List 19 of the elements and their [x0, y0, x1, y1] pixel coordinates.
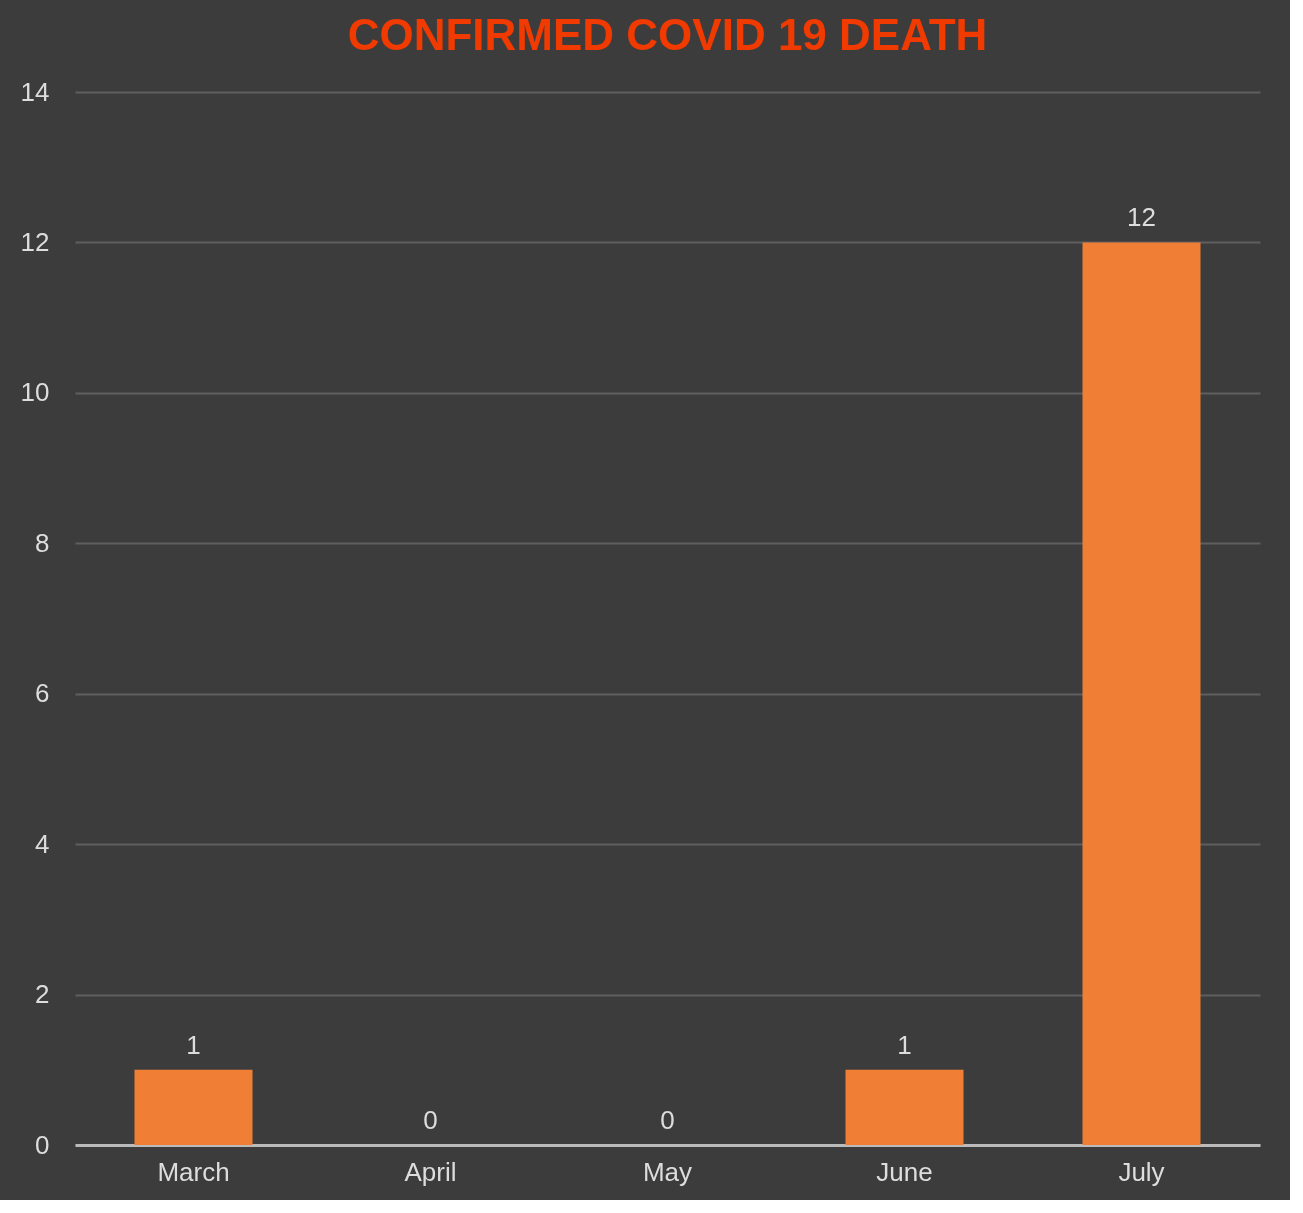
- data-label: 1: [186, 1029, 201, 1060]
- y-tick-label: 0: [35, 1129, 50, 1160]
- x-tick-label: June: [876, 1156, 933, 1187]
- data-label: 0: [660, 1105, 675, 1135]
- y-tick-label: 4: [35, 828, 50, 859]
- x-tick-label: July: [1118, 1156, 1165, 1187]
- y-tick-label: 2: [35, 979, 50, 1010]
- y-tick-label: 6: [35, 678, 50, 709]
- y-tick-label: 14: [20, 76, 50, 107]
- y-tick-label: 10: [20, 377, 50, 408]
- y-tick-label: 12: [20, 226, 50, 257]
- chart-title: CONFIRMED COVID 19 DEATH: [347, 10, 988, 59]
- y-tick-label: 8: [35, 527, 50, 558]
- x-tick-label: May: [642, 1156, 693, 1187]
- data-label: 12: [1127, 202, 1156, 233]
- x-tick-label: March: [157, 1156, 230, 1187]
- x-tick-label: April: [404, 1156, 457, 1187]
- data-label: 0: [423, 1105, 438, 1135]
- data-label: 1: [897, 1029, 912, 1060]
